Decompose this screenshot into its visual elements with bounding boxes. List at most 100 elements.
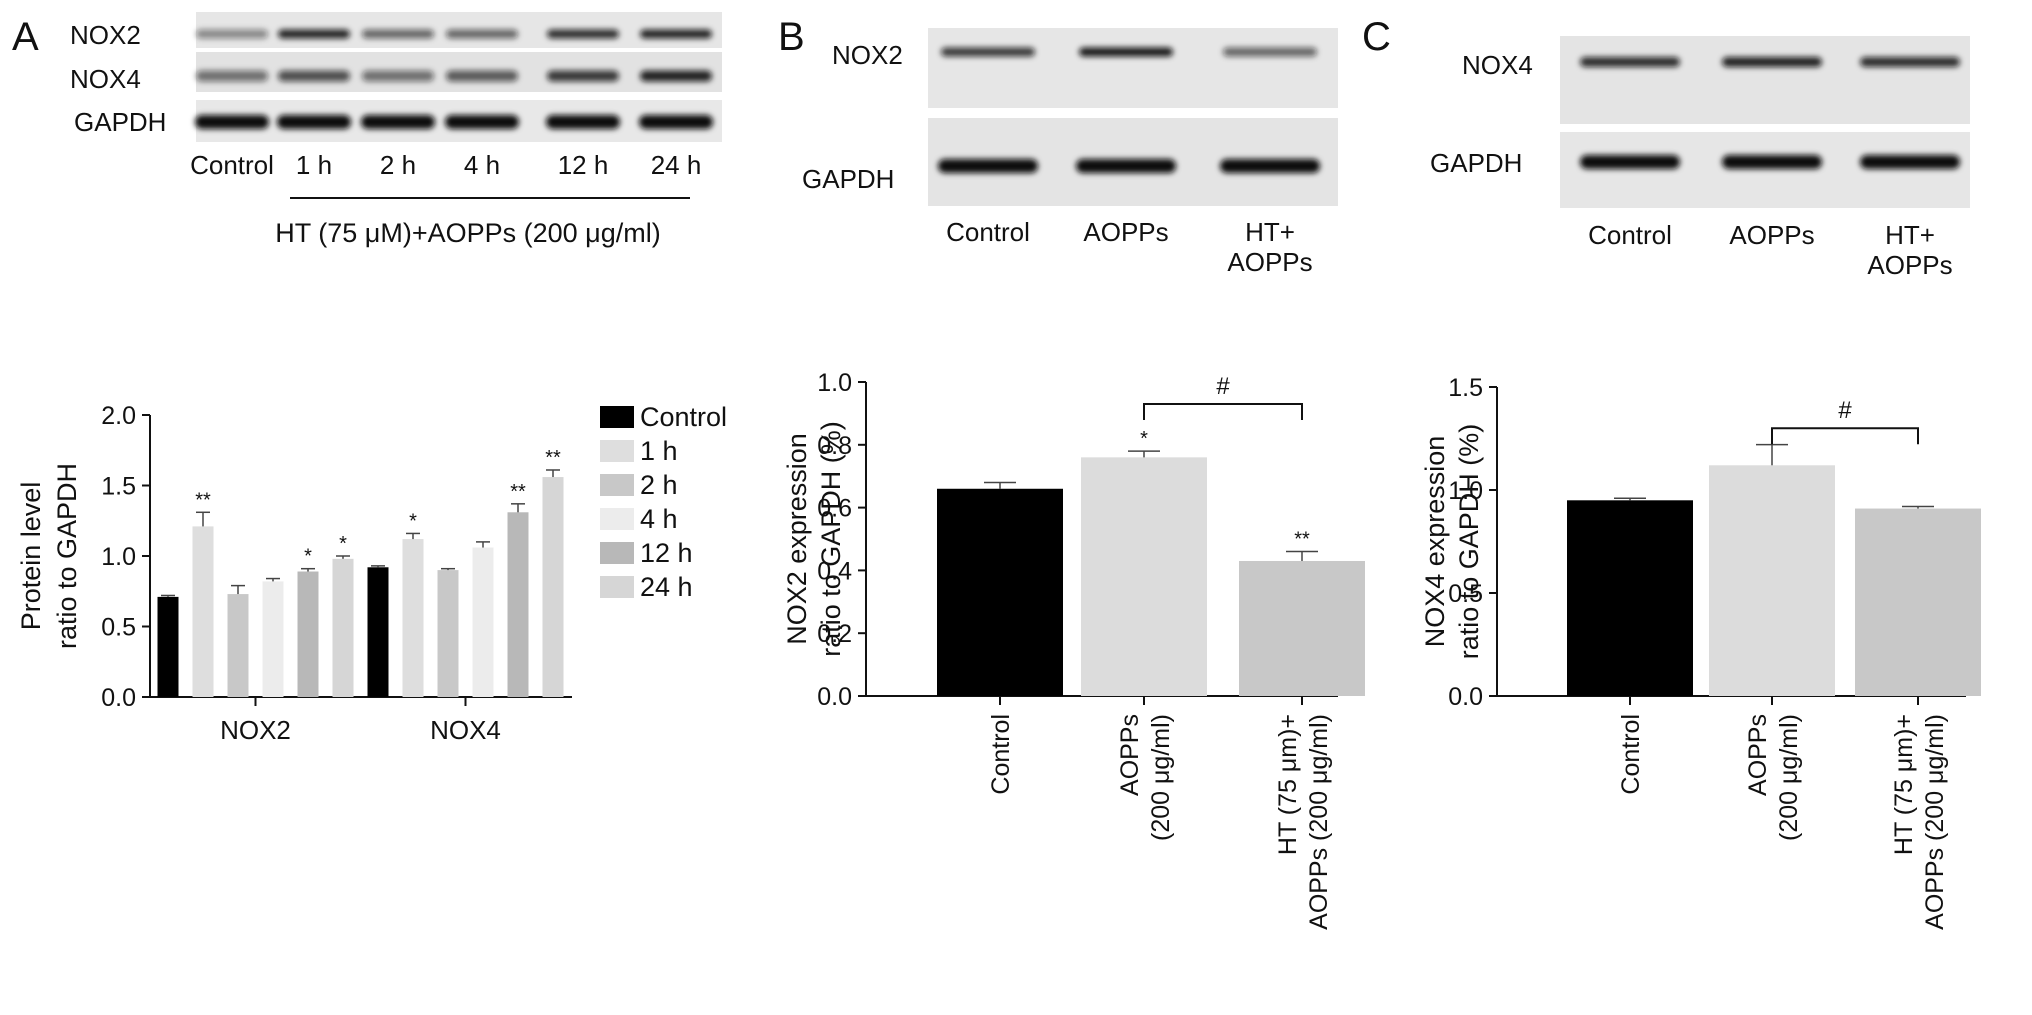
band-row0-lane0: [941, 47, 1035, 57]
blot-panel-a: NOX2 NOX4 GAPDH Control 1 h 2 h 4 h 12 h…: [70, 12, 722, 248]
chart-c-xtick-label-1: AOPPs (200 μg/ml): [1744, 714, 1803, 841]
chart-a-sig-0-4: *: [304, 546, 312, 568]
band-row2-lane3: [445, 115, 519, 129]
band-row0-lane1: [278, 29, 350, 39]
blot-c-bands: [1580, 57, 1960, 169]
chart-a-legend-swatch-4: [600, 542, 634, 564]
band-row1-lane0: [196, 70, 268, 82]
blot-c-label-gapdh: GAPDH: [1430, 148, 1522, 178]
chart-a-legend-swatch-1: [600, 440, 634, 462]
blot-c-label-nox4: NOX4: [1462, 50, 1533, 80]
band-row0-lane0: [1580, 57, 1680, 67]
band-row1-lane1: [1076, 159, 1176, 173]
band-row1-lane5: [640, 70, 712, 82]
chart-a-bar-NOX2-1h: [192, 526, 214, 697]
blot-b-lane-ht-aopps-line-0: HT+: [1245, 217, 1295, 247]
chart-a-xtick-label-0: NOX2: [220, 715, 291, 745]
chart-a-legend-label-0: Control: [640, 402, 727, 432]
band-row2-lane0: [195, 115, 269, 129]
chart-b-xtick-label-2: HT (75 μm)+ AOPPs (200 μg/ml): [1274, 714, 1333, 930]
chart-a-bar-NOX4-12h: [507, 512, 529, 697]
blot-a-lane-control: Control: [190, 150, 274, 180]
blot-a-lane-12h: 12 h: [558, 150, 609, 180]
blot-c-lane-control: Control: [1588, 220, 1672, 250]
band-row2-lane4: [546, 115, 620, 129]
band-row1-lane0: [1580, 155, 1680, 169]
blot-c-lane-control-text: Control: [1588, 220, 1672, 250]
chart-a-sig-0-5: *: [339, 533, 347, 555]
chart-a-ylabel-line-1: ratio to GAPDH: [52, 463, 82, 649]
blot-b-label-gapdh: GAPDH: [802, 164, 894, 194]
band-row0-lane2: [1860, 57, 1960, 67]
blot-c-lane-ht-aopps-line-1: AOPPs: [1867, 250, 1952, 280]
chart-b-ylabel-line-1: ratio to GAPDH (%): [816, 421, 846, 657]
blot-c-lane-aopps-text: AOPPs: [1729, 220, 1814, 250]
band-row1-lane1: [278, 70, 350, 82]
band-row0-lane1: [1722, 57, 1822, 67]
blot-c-lane-ht-aopps-line-0: HT+: [1885, 220, 1935, 250]
chart-c-bar-2: [1855, 508, 1981, 696]
chart-a-legend-label-2: 2 h: [640, 470, 678, 500]
chart-b-xtick-label-1-line-1: (200 μg/ml): [1147, 714, 1175, 841]
blot-a-lane-1h: 1 h: [296, 150, 332, 180]
band-row1-lane2: [1860, 155, 1960, 169]
chart-a-bar-NOX4-2h: [437, 570, 459, 697]
blot-b-lane-aopps-text: AOPPs: [1083, 217, 1168, 247]
chart-b-xtick-label-0: Control: [987, 714, 1015, 795]
chart-c-xtick-label-1-line-1: (200 μg/ml): [1775, 714, 1803, 841]
chart-a-legend-swatch-0: [600, 406, 634, 428]
blot-a-label-nox2: NOX2: [70, 20, 141, 50]
chart-a-ytick-label-1: 0.5: [101, 614, 136, 642]
band-row0-lane2: [362, 29, 434, 39]
chart-b-sig-bracket: [1143, 402, 1303, 420]
chart-a-bar-NOX2-2h: [227, 594, 249, 697]
chart-a-ytick-label-3: 1.5: [101, 473, 136, 501]
chart-c-xtick-label-1-line-0: AOPPs: [1744, 714, 1772, 796]
chart-b-ytick-label-5: 1.0: [817, 369, 852, 397]
chart-a-legend-swatch-3: [600, 508, 634, 530]
chart-b-xtick-label-1: AOPPs (200 μg/ml): [1116, 714, 1175, 841]
blot-a-lane-4h: 4 h: [464, 150, 500, 180]
chart-b-ytick-label-0: 0.0: [817, 683, 852, 711]
chart-a-xtick-label-1: NOX4: [430, 715, 501, 745]
chart-a-bar-NOX2-12h: [297, 571, 319, 697]
chart-b-xtick-label-2-line-1: AOPPs (200 μg/ml): [1305, 714, 1333, 930]
chart-c-xtick-label-2-line-0: HT (75 μm)+: [1890, 714, 1918, 855]
chart-b-bar-1: [1081, 457, 1207, 696]
blot-b-lane-control-text: Control: [946, 217, 1030, 247]
chart-panel-b: 0.0 0.2 0.4 0.6 0.8 1.0 Control * AOPPs (200 μg/m…: [782, 369, 1365, 930]
chart-a-legend-label-1: 1 h: [640, 436, 678, 466]
chart-b-ylabel-line-0: NOX2 expression: [782, 433, 812, 645]
blot-a-label-gapdh: GAPDH: [74, 107, 166, 137]
chart-a-sig-1-1: *: [409, 510, 417, 532]
chart-b-bracket-label: #: [1216, 373, 1230, 400]
chart-a-bar-NOX2-4h: [262, 581, 284, 697]
chart-b-xtick-label-0-line-0: Control: [987, 714, 1015, 795]
blot-b-lane-control: Control: [946, 217, 1030, 247]
chart-c-xtick-label-2: HT (75 μm)+ AOPPs (200 μg/ml): [1890, 714, 1949, 930]
blot-b-label-nox2: NOX2: [832, 40, 903, 70]
band-row2-lane2: [361, 115, 435, 129]
band-row1-lane4: [547, 70, 619, 82]
chart-a-legend-swatch-5: [600, 576, 634, 598]
chart-a-sig-1-5: **: [545, 447, 561, 469]
panel-letter-a: A: [12, 15, 39, 59]
blot-a-lane-2h: 2 h: [380, 150, 416, 180]
chart-panel-c: 0.0 0.5 1.0 1.5 Control AOPPs (200 μg/ml) HT (7…: [1420, 374, 1981, 930]
chart-b-ytick-label-3: 0.6: [817, 495, 852, 523]
chart-a-legend-label-5: 24 h: [640, 572, 693, 602]
band-row1-lane2: [362, 70, 434, 82]
chart-b-bar-2: [1239, 560, 1365, 696]
chart-c-ylabel-line-1: ratio to GAPDH (%): [1454, 424, 1484, 660]
chart-a-bar-NOX2-24h: [332, 558, 354, 697]
band-row2-lane1: [277, 115, 351, 129]
chart-b-sig-2: **: [1294, 529, 1310, 551]
chart-b-ytick-label-4: 0.8: [817, 432, 852, 460]
panel-letter-b: B: [778, 15, 805, 59]
chart-a-ytick-label-0: 0.0: [101, 684, 136, 712]
chart-c-bar-1: [1709, 465, 1835, 696]
chart-b-bar-0: [937, 488, 1063, 696]
chart-a-legend-label-4: 12 h: [640, 538, 693, 568]
chart-a-ytick-label-2: 1.0: [101, 543, 136, 571]
